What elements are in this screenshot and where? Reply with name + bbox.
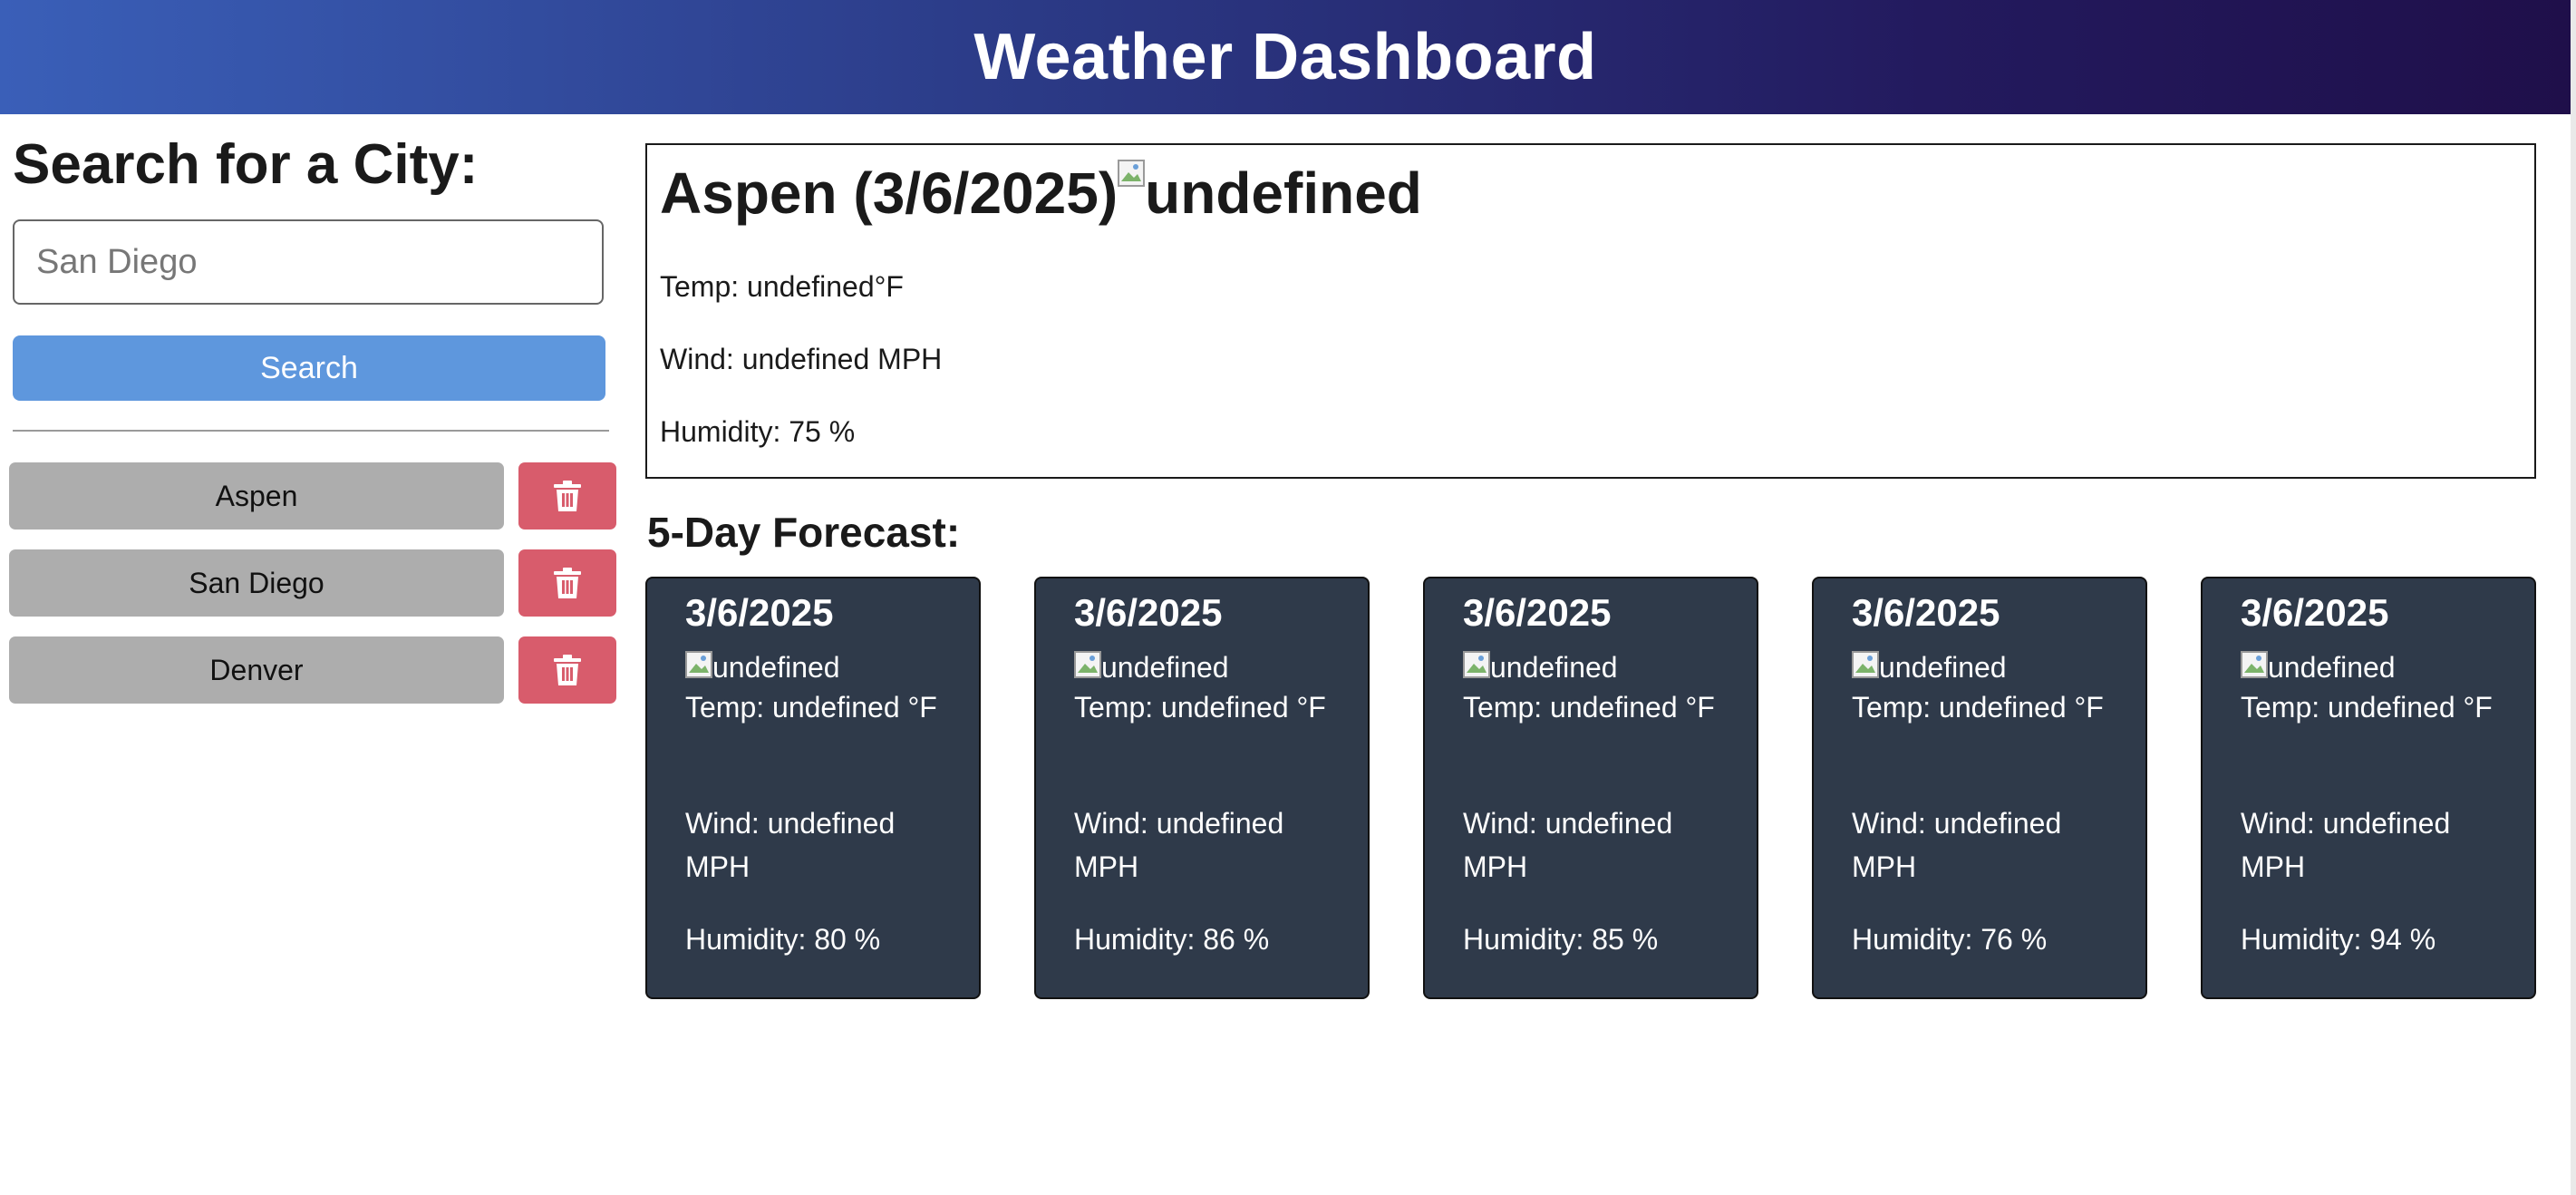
- forecast-wind: Wind: undefined MPH: [1074, 807, 1284, 883]
- history-city-button[interactable]: Denver: [9, 636, 504, 704]
- forecast-date: 3/6/2025: [1852, 591, 2000, 634]
- delete-city-button[interactable]: [518, 549, 616, 617]
- forecast-wind: Wind: undefined MPH: [685, 807, 896, 883]
- icon-alt-text: undefined: [1490, 651, 1618, 684]
- broken-image-icon: [1118, 160, 1146, 187]
- forecast-heading: 5-Day Forecast:: [647, 509, 961, 556]
- delete-city-button[interactable]: [518, 462, 616, 529]
- forecast-humidity: Humidity: 86 %: [1074, 923, 1270, 956]
- delete-city-button[interactable]: [518, 636, 616, 704]
- broken-image-icon: [1852, 651, 1879, 678]
- search-history: Aspen San Diego: [9, 462, 616, 724]
- forecast-weather-icon: undefined: [1852, 651, 2007, 685]
- broken-image-icon: [1074, 651, 1101, 678]
- search-heading: Search for a City:: [13, 133, 479, 196]
- icon-alt-text: undefined: [1101, 651, 1229, 684]
- history-item: Denver: [9, 636, 616, 704]
- forecast-humidity: Humidity: 80 %: [685, 923, 881, 956]
- trash-icon: [554, 481, 581, 511]
- forecast-date: 3/6/2025: [1074, 591, 1223, 634]
- current-wind: Wind: undefined MPH: [660, 343, 943, 375]
- current-weather-icon: undefined: [1118, 160, 1422, 227]
- broken-image-icon: [2241, 651, 2268, 678]
- forecast-card: 3/6/2025 undefined Temp: undefined °F Wi…: [1034, 577, 1370, 999]
- trash-icon: [554, 568, 581, 598]
- forecast-wind: Wind: undefined MPH: [2241, 807, 2451, 883]
- forecast-wind: Wind: undefined MPH: [1852, 807, 2062, 883]
- app-header: Weather Dashboard: [0, 0, 2571, 114]
- forecast-weather-icon: undefined: [1074, 651, 1229, 685]
- broken-image-icon: [1463, 651, 1490, 678]
- forecast-humidity: Humidity: 85 %: [1463, 923, 1659, 956]
- current-city-date: Aspen (3/6/2025): [660, 160, 1119, 226]
- search-button[interactable]: Search: [13, 335, 605, 401]
- forecast-weather-icon: undefined: [1463, 651, 1618, 685]
- history-item: San Diego: [9, 549, 616, 617]
- current-temp: Temp: undefined°F: [660, 270, 904, 303]
- city-search-input[interactable]: [13, 219, 604, 305]
- history-item: Aspen: [9, 462, 616, 529]
- forecast-weather-icon: undefined: [685, 651, 840, 685]
- forecast-temp: Temp: undefined °F: [1463, 691, 1715, 724]
- forecast-humidity: Humidity: 94 %: [2241, 923, 2436, 956]
- forecast-date: 3/6/2025: [685, 591, 834, 634]
- forecast-date: 3/6/2025: [1463, 591, 1612, 634]
- current-weather-panel: Aspen (3/6/2025) undefined Temp: undefin…: [645, 143, 2536, 479]
- forecast-card: 3/6/2025 undefined Temp: undefined °F Wi…: [1423, 577, 1758, 999]
- icon-alt-text: undefined: [712, 651, 840, 684]
- forecast-temp: Temp: undefined °F: [2241, 691, 2493, 724]
- forecast-card: 3/6/2025 undefined Temp: undefined °F Wi…: [645, 577, 981, 999]
- forecast-temp: Temp: undefined °F: [1074, 691, 1326, 724]
- forecast-cards: 3/6/2025 undefined Temp: undefined °F Wi…: [645, 577, 2538, 1001]
- icon-alt-text: undefined: [1145, 160, 1422, 226]
- forecast-wind: Wind: undefined MPH: [1463, 807, 1673, 883]
- forecast-humidity: Humidity: 76 %: [1852, 923, 2048, 956]
- forecast-date: 3/6/2025: [2241, 591, 2389, 634]
- window-edge: [2571, 0, 2576, 1195]
- forecast-temp: Temp: undefined °F: [1852, 691, 2104, 724]
- broken-image-icon: [685, 651, 712, 678]
- icon-alt-text: undefined: [2268, 651, 2396, 684]
- page-title: Weather Dashboard: [973, 21, 1597, 93]
- divider: [13, 430, 609, 432]
- icon-alt-text: undefined: [1879, 651, 2007, 684]
- forecast-temp: Temp: undefined °F: [685, 691, 937, 724]
- current-humidity: Humidity: 75 %: [660, 415, 856, 448]
- current-weather-heading: Aspen (3/6/2025) undefined: [660, 160, 1422, 227]
- forecast-card: 3/6/2025 undefined Temp: undefined °F Wi…: [2201, 577, 2536, 999]
- forecast-card: 3/6/2025 undefined Temp: undefined °F Wi…: [1812, 577, 2147, 999]
- history-city-button[interactable]: Aspen: [9, 462, 504, 529]
- forecast-weather-icon: undefined: [2241, 651, 2396, 685]
- trash-icon: [554, 655, 581, 685]
- history-city-button[interactable]: San Diego: [9, 549, 504, 617]
